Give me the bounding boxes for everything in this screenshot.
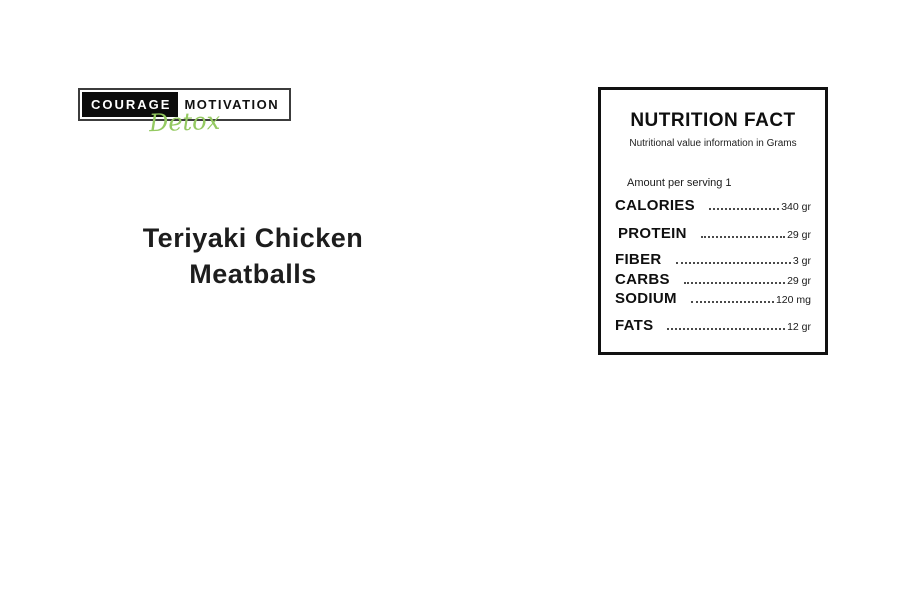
nutrition-card-subtitle: Nutritional value information in Grams bbox=[629, 138, 797, 149]
nutrition-row-fiber: FIBER 3 gr bbox=[615, 251, 811, 268]
nutrition-value: 340 gr bbox=[781, 201, 811, 213]
brand-logo-courage-label: COURAGE bbox=[82, 92, 179, 117]
dotted-leader bbox=[667, 328, 786, 330]
dotted-leader bbox=[700, 236, 786, 238]
nutrition-value: 12 gr bbox=[787, 321, 811, 333]
nutrition-value: 120 mg bbox=[775, 294, 811, 306]
brand-logo-motivation-label: MOTIVATION bbox=[178, 92, 288, 117]
recipe-title: Teriyaki Chicken Meatballs bbox=[142, 223, 364, 289]
nutrition-label: SODIUM bbox=[615, 290, 677, 307]
nutrition-row-calories: CALORIES 340 gr bbox=[615, 197, 811, 214]
nutrition-label: FATS bbox=[615, 317, 654, 334]
nutrition-row-carbs: CARBS 29 gr bbox=[615, 271, 811, 288]
nutrition-row-protein: PROTEIN 29 gr bbox=[615, 225, 811, 242]
brand-logo: COURAGE MOTIVATION Detox bbox=[78, 88, 292, 137]
nutrition-value: 3 gr bbox=[792, 255, 811, 267]
nutrition-label: PROTEIN bbox=[618, 225, 687, 242]
nutrition-row-fats: FATS 12 gr bbox=[615, 317, 811, 334]
brand-logo-box: COURAGE MOTIVATION bbox=[78, 88, 292, 121]
nutrition-serving-line: Amount per serving 1 bbox=[627, 177, 732, 189]
nutrition-value: 29 gr bbox=[787, 275, 811, 287]
nutrition-row-sodium: SODIUM 120 mg bbox=[615, 290, 811, 307]
nutrition-rows: CALORIES 340 gr PROTEIN 29 gr FIBER 3 gr… bbox=[615, 197, 811, 334]
nutrition-label: CARBS bbox=[615, 271, 670, 288]
dotted-leader bbox=[675, 262, 791, 264]
nutrition-fact-card: NUTRITION FACT Nutritional value informa… bbox=[598, 87, 828, 355]
dotted-leader bbox=[683, 282, 786, 284]
nutrition-card-title: NUTRITION FACT bbox=[630, 110, 796, 131]
dotted-leader bbox=[708, 208, 780, 210]
nutrition-value: 29 gr bbox=[787, 229, 811, 241]
nutrition-label: FIBER bbox=[615, 251, 662, 268]
dotted-leader bbox=[690, 301, 774, 303]
nutrition-label: CALORIES bbox=[615, 197, 695, 214]
